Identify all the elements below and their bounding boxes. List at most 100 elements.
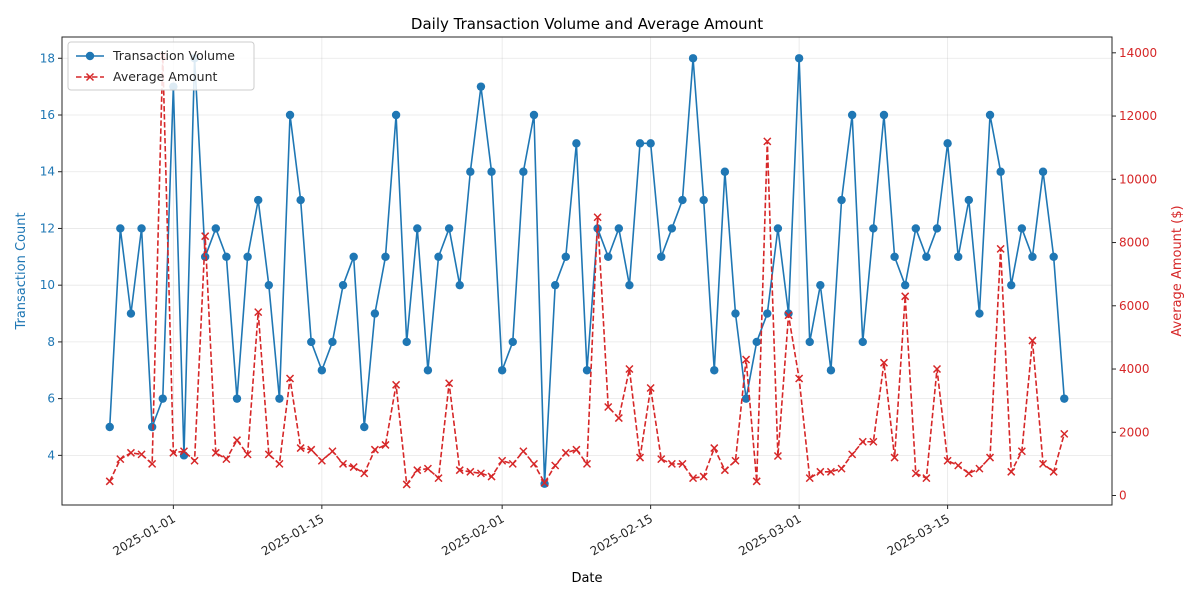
data-point [370,445,379,454]
x-axis-label: Date [571,571,602,586]
data-point [360,469,369,478]
data-point [954,461,963,470]
y-left-tick-label: 14 [40,165,55,179]
data-point [816,467,825,476]
y-right-tick-label: 2000 [1119,425,1150,439]
data-point [985,110,995,120]
data-point [126,309,136,318]
data-point [1038,167,1048,176]
data-point [116,455,125,464]
data-point [763,309,772,318]
data-point [317,366,327,375]
data-point [710,366,719,375]
data-point [105,477,114,486]
y-left-tick-label: 4 [47,448,55,462]
data-point [1028,252,1037,262]
data-point [996,167,1005,176]
data-point [1060,429,1069,438]
y-right-tick-label: 12000 [1119,109,1157,123]
data-point [487,167,496,176]
data-point [158,394,167,403]
data-point [476,82,486,91]
data-point [487,472,496,481]
data-point [243,252,252,262]
data-point [254,308,263,317]
data-point [296,195,305,205]
data-point [773,451,782,461]
data-point [922,252,931,262]
data-point [572,139,581,148]
data-point [338,280,348,290]
data-point [466,467,475,476]
data-point [307,445,316,454]
data-point [519,167,528,176]
data-point [201,232,210,241]
data-point [1017,447,1026,456]
data-point [222,252,231,262]
data-point [678,195,687,205]
y-axis-right: 0 2000 4000 6000 8000 10000 12000 14000 [1112,46,1157,503]
y-right-tick-label: 14000 [1119,46,1157,60]
data-point [561,252,570,262]
data-point [434,252,443,262]
data-point [381,440,390,449]
data-point [657,455,666,464]
data-point [508,459,517,468]
data-point [285,110,295,120]
data-point [1049,252,1058,262]
y-axis-left-label: Transaction Count [14,212,29,330]
data-point [900,280,910,290]
plot-frame [61,36,1113,506]
data-point [508,337,517,347]
data-point [699,195,708,205]
data-point [497,366,507,375]
data-point [964,469,973,478]
y-right-tick-label: 10000 [1119,172,1157,186]
data-point [635,139,645,148]
data-point [444,224,454,233]
data-point [784,311,793,320]
data-point [296,444,305,453]
data-point [848,450,857,459]
legend-marker-average-amount [85,72,95,82]
data-point [381,252,390,262]
data-point [551,461,560,470]
data-point [869,224,878,233]
data-point [243,450,252,459]
data-point [1017,224,1027,233]
data-point [211,448,220,457]
data-point [476,469,485,478]
data-point [720,167,730,176]
y-left-tick-label: 8 [47,335,55,349]
data-point [604,402,613,412]
data-point [996,244,1005,253]
data-point [529,110,539,120]
data-point [232,394,242,403]
data-point [667,459,676,468]
data-point [890,453,899,462]
data-point [561,448,570,457]
data-point [307,337,316,347]
data-point [593,213,602,222]
data-point [116,224,125,233]
data-point [731,456,740,465]
data-point [254,195,263,205]
data-point [285,374,295,383]
data-point [720,466,729,475]
data-point [317,456,326,465]
legend-label-transaction-volume: Transaction Volume [112,48,235,63]
data-point [1049,467,1058,476]
data-point [646,383,655,393]
data-point [423,464,432,473]
data-point [423,366,433,375]
y-left-tick-label: 10 [40,278,55,292]
data-point [275,394,284,403]
y-right-tick-label: 4000 [1119,362,1150,376]
data-point [392,380,401,389]
y-right-tick-label: 8000 [1119,236,1150,250]
data-point [922,474,931,483]
data-point [413,224,422,233]
y-left-tick-label: 6 [47,392,55,406]
data-point [710,444,719,453]
data-point [858,437,867,446]
